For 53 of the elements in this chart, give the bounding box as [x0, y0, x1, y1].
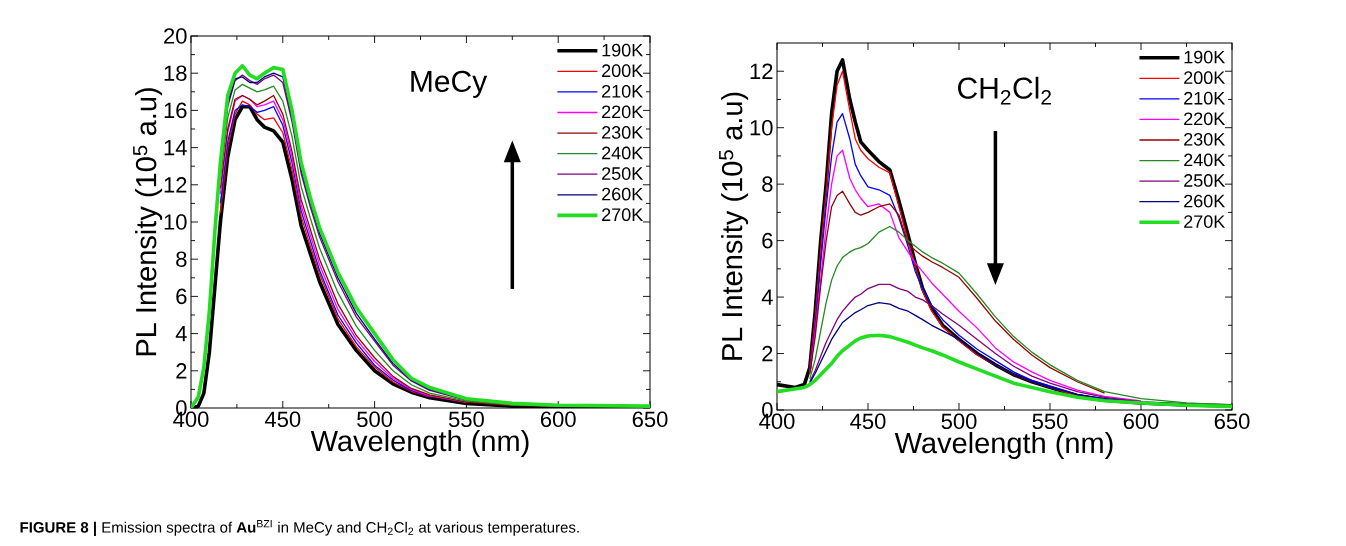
legend-label: 190K [602, 43, 644, 57]
y-tick-label: 8 [176, 251, 187, 267]
x-tick-label: 500 [941, 413, 977, 430]
y-tick-label: 16 [164, 102, 187, 119]
legend-label: 240K [602, 146, 644, 160]
x-axis-title: Wavelength (nm) [894, 431, 1113, 460]
x-tick-label: 650 [1214, 413, 1250, 430]
legend-label: 210K [1184, 91, 1226, 105]
text: FIGURE 8 | Emission spectra of Au$^{BZI}$ in MeCy and CH$_{2}$Cl$_{2}$ at various temperatures. [20, 520, 579, 536]
y-tick-label: 4 [175, 326, 187, 342]
x-tick-label: 450 [264, 411, 301, 428]
legend-label: 210K [602, 84, 644, 98]
legend-label: 220K [1184, 112, 1226, 126]
y-tick-label: 20 [164, 28, 187, 44]
y-axis-title: PL Intensity (10$^{5}$ a.u) [719, 92, 749, 360]
x-tick-label: 600 [1123, 413, 1159, 430]
x-axis-title: Wavelength (nm) [310, 429, 529, 458]
x-tick-label: 450 [850, 413, 886, 430]
legend-label: 240K [1184, 153, 1226, 167]
x-tick-label: 550 [448, 411, 484, 428]
y-tick-label: 12 [164, 177, 187, 193]
x-tick-label: 600 [540, 411, 576, 428]
y-axis-title: PL Intensity (10$^{5}$ a.u) [133, 88, 163, 356]
legend-label: 260K [1184, 194, 1226, 208]
legend-label: 230K [602, 126, 644, 139]
y-tick-label: 6 [762, 232, 773, 249]
x-tick-label: 650 [632, 411, 668, 428]
annotation: MeCy [411, 70, 488, 98]
legend-label: 200K [1184, 71, 1226, 85]
y-tick-label: 6 [176, 288, 187, 305]
x-tick-label: 550 [1032, 413, 1068, 430]
legend-label: 200K [602, 64, 644, 78]
line-series [809, 149, 1142, 402]
y-tick-label: 2 [762, 345, 773, 362]
y-tick-label: 18 [164, 65, 187, 81]
legend-label: 230K [1184, 132, 1226, 146]
y-tick-label: 14 [164, 140, 187, 156]
legend-label: 270K [602, 208, 644, 222]
legend-label: 190K [1184, 50, 1226, 64]
legend-label: 260K [602, 187, 644, 201]
y-tick-label: 12 [750, 63, 773, 79]
x-tick-label: 500 [357, 411, 393, 428]
legend-label: 250K [602, 167, 644, 180]
y-tick-label: 10 [164, 214, 187, 230]
line-series [809, 190, 1106, 394]
y-tick-label: 10 [750, 119, 773, 136]
legend-label: 270K [1184, 215, 1226, 228]
y-tick-label: 8 [762, 176, 773, 192]
y-tick-label: 2 [176, 363, 187, 379]
legend-label: 250K [1184, 174, 1226, 187]
legend-label: 220K [602, 105, 644, 119]
y-tick-label: 4 [761, 289, 773, 305]
annotation: CH$_{2}$Cl$_{2}$ [958, 76, 1051, 105]
